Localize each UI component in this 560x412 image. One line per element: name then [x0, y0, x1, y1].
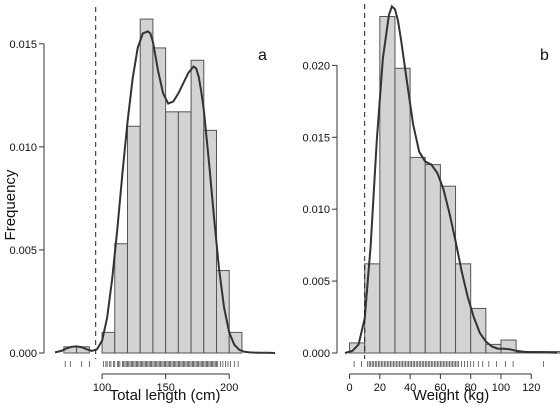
panel-letter: a	[258, 47, 267, 64]
x-axis-title: Weight (kg)	[413, 387, 489, 404]
x-tick-label: 100	[492, 382, 510, 394]
histogram-bar	[409, 156, 426, 354]
x-tick-label: 40	[404, 382, 416, 394]
panel-letter: b	[540, 47, 549, 64]
x-tick-label: 100	[93, 382, 111, 394]
y-tick-label: 0.010	[9, 142, 37, 154]
histogram-bar	[424, 164, 441, 354]
histogram-bar	[126, 125, 141, 354]
y-tick-label: 0.005	[302, 276, 330, 288]
histogram-bar	[165, 111, 179, 354]
y-tick-label: 0.020	[302, 60, 330, 72]
y-tick-label: 0.000	[9, 348, 37, 360]
y-tick-label: 0.015	[9, 39, 37, 51]
y-tick-label: 0.005	[9, 245, 37, 257]
density-curve	[344, 4, 558, 354]
histogram-bar	[190, 59, 205, 354]
x-tick-label: 0	[346, 382, 352, 394]
histogram-bar	[177, 111, 192, 354]
x-tick-label: 60	[434, 382, 446, 394]
x-tick-label: 120	[522, 382, 540, 394]
x-axis-title: Total length (cm)	[110, 387, 221, 404]
y-axis-title: Frequency	[2, 169, 19, 240]
y-tick-label: 0.000	[302, 348, 330, 360]
x-tick-label: 200	[220, 382, 238, 394]
x-tick-label: 20	[374, 382, 386, 394]
histogram-bar	[216, 270, 230, 354]
histogram-bar	[394, 67, 411, 354]
x-tick-label: 80	[465, 382, 477, 394]
histogram-bar	[139, 18, 154, 354]
y-tick-label: 0.010	[302, 204, 330, 216]
panel-b-weight: 0.000 0.005 0.010 0.015 0.020 0 20 40 60 80 100 120…	[302, 0, 560, 404]
histogram-bar	[364, 263, 381, 354]
y-tick-label: 0.015	[302, 132, 330, 144]
histogram-bar	[114, 243, 128, 354]
x-tick-label: 150	[156, 382, 174, 394]
histogram-bar	[203, 129, 218, 354]
